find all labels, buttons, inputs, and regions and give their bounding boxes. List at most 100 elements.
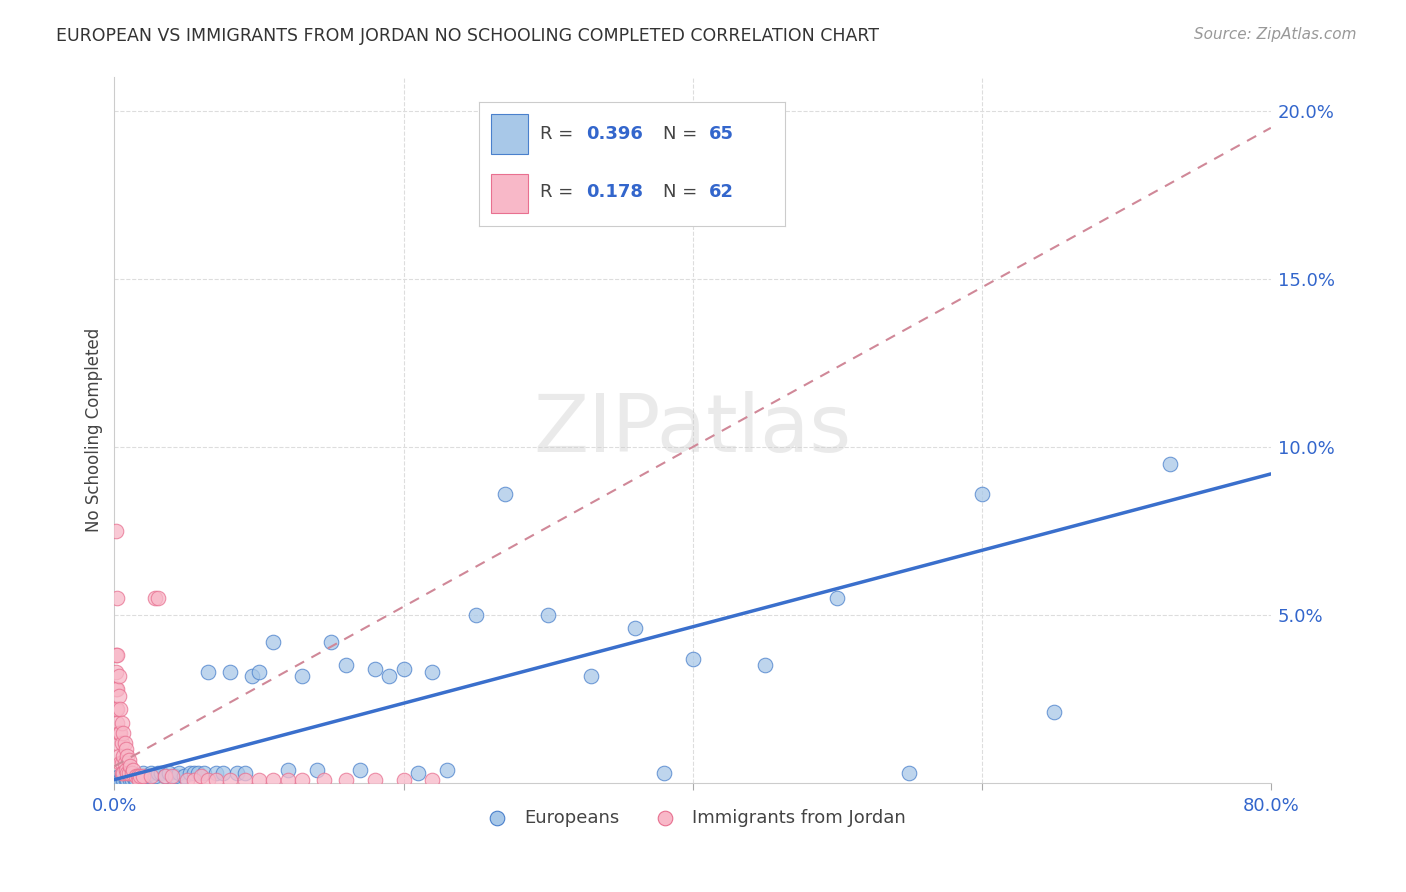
Point <box>262 635 284 649</box>
Point <box>160 769 183 783</box>
Point <box>107 725 129 739</box>
Point <box>105 681 128 696</box>
Point <box>114 736 136 750</box>
Point <box>118 766 141 780</box>
Point <box>652 766 675 780</box>
Point <box>108 772 131 787</box>
Point <box>107 668 129 682</box>
Point <box>378 668 401 682</box>
Point <box>277 763 299 777</box>
Point <box>335 658 357 673</box>
Point <box>204 766 226 780</box>
Point <box>124 772 146 787</box>
Point <box>121 772 143 787</box>
Point <box>312 772 335 787</box>
Point <box>115 763 138 777</box>
Point <box>112 772 135 787</box>
Point <box>108 725 131 739</box>
Point <box>406 766 429 780</box>
Point <box>117 749 139 764</box>
Point <box>363 772 385 787</box>
Point <box>422 665 444 680</box>
Point <box>157 766 180 780</box>
Y-axis label: No Schooling Completed: No Schooling Completed <box>86 328 103 533</box>
Point <box>115 742 138 756</box>
Point <box>623 622 645 636</box>
Point <box>153 769 176 783</box>
Point <box>112 766 135 780</box>
Point <box>176 772 198 787</box>
Point <box>464 608 486 623</box>
Point <box>104 648 127 663</box>
Point <box>247 772 270 787</box>
Point <box>132 769 155 783</box>
Point <box>111 769 134 783</box>
Point <box>363 662 385 676</box>
Point <box>108 756 131 770</box>
Point <box>143 591 166 606</box>
Point <box>105 591 128 606</box>
Point <box>143 769 166 783</box>
Point <box>970 487 993 501</box>
Point <box>825 591 848 606</box>
Point <box>183 772 205 787</box>
Point <box>120 772 142 787</box>
Point <box>146 591 169 606</box>
Point <box>247 665 270 680</box>
Point <box>898 766 921 780</box>
Point <box>122 769 145 783</box>
Point <box>107 769 129 783</box>
Point <box>193 766 215 780</box>
Point <box>349 763 371 777</box>
Point <box>108 702 131 716</box>
Point <box>183 766 205 780</box>
Point <box>125 769 148 783</box>
Point <box>197 665 219 680</box>
Point <box>149 766 172 780</box>
Point <box>117 766 139 780</box>
Point <box>291 772 314 787</box>
Point <box>122 763 145 777</box>
Point <box>305 763 328 777</box>
Point <box>1159 457 1181 471</box>
Point <box>682 651 704 665</box>
Point <box>104 681 127 696</box>
Point <box>537 608 560 623</box>
Point <box>581 668 603 682</box>
Point <box>436 763 458 777</box>
Point <box>118 769 141 783</box>
Point <box>120 759 142 773</box>
Point <box>127 769 149 783</box>
Point <box>104 665 127 680</box>
Point <box>107 749 129 764</box>
Point <box>204 772 226 787</box>
Point <box>114 769 136 783</box>
Point <box>197 772 219 787</box>
Point <box>240 668 263 682</box>
Point <box>112 749 135 764</box>
Point <box>125 772 148 787</box>
Point <box>105 772 128 787</box>
Point <box>117 772 139 787</box>
Point <box>754 658 776 673</box>
Point <box>187 766 209 780</box>
Text: EUROPEAN VS IMMIGRANTS FROM JORDAN NO SCHOOLING COMPLETED CORRELATION CHART: EUROPEAN VS IMMIGRANTS FROM JORDAN NO SC… <box>56 27 879 45</box>
Point <box>211 766 233 780</box>
Point <box>105 702 128 716</box>
Point <box>107 689 129 703</box>
Point <box>173 769 195 783</box>
Point <box>118 752 141 766</box>
Point <box>105 715 128 730</box>
Point <box>111 766 134 780</box>
Point <box>105 736 128 750</box>
Point <box>114 756 136 770</box>
Point <box>127 769 149 783</box>
Point <box>494 487 516 501</box>
Point <box>262 772 284 787</box>
Point <box>128 772 150 787</box>
Point <box>321 635 343 649</box>
Point <box>190 769 212 783</box>
Point <box>277 772 299 787</box>
Point <box>129 769 152 783</box>
Point <box>115 772 138 787</box>
